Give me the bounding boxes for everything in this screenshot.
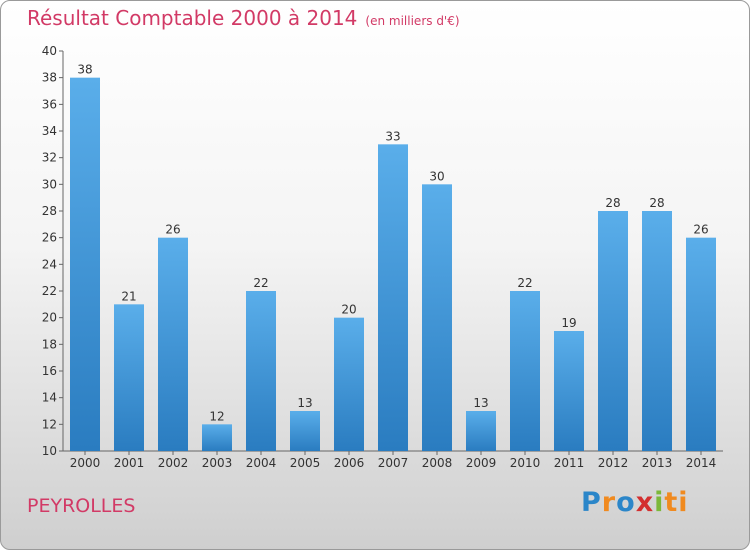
x-tick-label-2001: 2001: [114, 456, 145, 470]
y-tick-label: 22: [42, 284, 57, 298]
y-tick-label: 40: [42, 44, 57, 58]
y-tick-label: 30: [42, 177, 57, 191]
bar-2006: [334, 317, 364, 451]
bar-2003: [202, 424, 232, 451]
y-tick-label: 36: [42, 97, 57, 111]
y-tick-label: 14: [42, 391, 57, 405]
data-label-2008: 30: [429, 169, 444, 183]
x-tick-label-2003: 2003: [202, 456, 233, 470]
x-tick-label-2004: 2004: [246, 456, 277, 470]
bar-2010: [510, 291, 540, 451]
data-label-2012: 28: [605, 196, 620, 210]
place-name: PEYROLLES: [27, 495, 136, 517]
bar-2009: [466, 411, 496, 451]
x-tick-label-2005: 2005: [290, 456, 321, 470]
bar-2011: [554, 331, 584, 451]
bar-2005: [290, 411, 320, 451]
data-label-2003: 12: [209, 409, 224, 423]
x-tick-label-2013: 2013: [642, 456, 673, 470]
x-tick-label-2007: 2007: [378, 456, 409, 470]
y-tick-label: 26: [42, 231, 57, 245]
x-tick-label-2006: 2006: [334, 456, 365, 470]
x-tick-label-2002: 2002: [158, 456, 189, 470]
data-label-2001: 21: [121, 289, 136, 303]
bar-2007: [378, 144, 408, 452]
bars: 38 21 26 12 22 13 20 33 30 13 22 19 28 28 26: [70, 63, 716, 452]
data-label-2014: 26: [693, 223, 708, 237]
bar-chart: 10 12 14 16 18 20 22 24 26 28 30 32 34 36 38 40 2000 2001…: [42, 44, 723, 470]
data-label-2004: 22: [253, 276, 268, 290]
chart-title-text: Résultat Comptable 2000 à 2014: [27, 6, 358, 30]
bar-2013: [642, 211, 672, 451]
y-tick-label: 24: [42, 257, 57, 271]
chart-title: Résultat Comptable 2000 à 2014 (en millie…: [27, 6, 460, 30]
y-tick-label: 10: [42, 444, 57, 458]
data-label-2010: 22: [517, 276, 532, 290]
proxiti-logo[interactable]: Proxiti: [581, 487, 689, 518]
chart-subtitle: (en milliers d'€): [365, 14, 460, 28]
data-label-2011: 19: [561, 316, 576, 330]
bar-2008: [422, 184, 452, 452]
y-tick-label: 32: [42, 151, 57, 165]
data-label-2005: 13: [297, 396, 312, 410]
bar-2004: [246, 291, 276, 451]
x-tick-label-2014: 2014: [686, 456, 717, 470]
data-label-2013: 28: [649, 196, 664, 210]
x-tick-label-2009: 2009: [466, 456, 497, 470]
x-tick-label-2012: 2012: [598, 456, 629, 470]
y-tick-label: 34: [42, 124, 57, 138]
bar-2000: [70, 77, 100, 452]
bar-2002: [158, 237, 188, 451]
axes: 10 12 14 16 18 20 22 24 26 28 30 32 34 36 38 40 2000 2001…: [42, 44, 723, 470]
data-label-2007: 33: [385, 129, 400, 143]
y-tick-label: 18: [42, 337, 57, 351]
y-tick-label: 16: [42, 364, 57, 378]
y-tick-label: 12: [42, 417, 57, 431]
data-label-2006: 20: [341, 303, 356, 317]
x-tick-label-2010: 2010: [510, 456, 541, 470]
data-label-2000: 38: [77, 63, 92, 77]
x-tick-label-2008: 2008: [422, 456, 453, 470]
x-tick-label-2000: 2000: [70, 456, 101, 470]
data-label-2002: 26: [165, 223, 180, 237]
y-tick-label: 20: [42, 311, 57, 325]
y-tick-label: 28: [42, 204, 57, 218]
bar-2012: [598, 211, 628, 451]
data-label-2009: 13: [473, 396, 488, 410]
bar-2001: [114, 304, 144, 451]
x-tick-label-2011: 2011: [554, 456, 585, 470]
y-tick-label: 38: [42, 71, 57, 85]
bar-2014: [686, 237, 716, 451]
